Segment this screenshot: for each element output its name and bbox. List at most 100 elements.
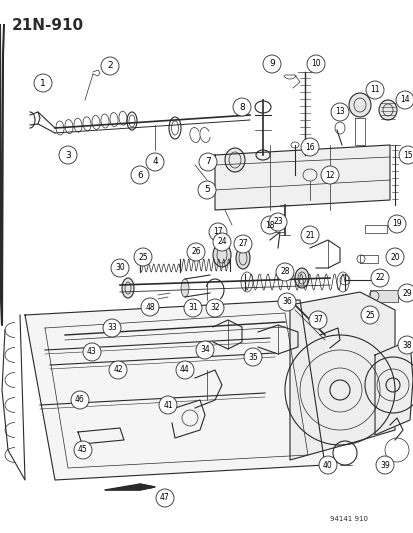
Circle shape <box>268 213 286 231</box>
Text: 22: 22 <box>374 273 384 282</box>
Text: 25: 25 <box>364 311 374 319</box>
Text: 13: 13 <box>335 108 344 117</box>
Polygon shape <box>374 340 412 435</box>
Text: 45: 45 <box>78 446 88 455</box>
Circle shape <box>365 81 383 99</box>
Text: 2: 2 <box>107 61 112 70</box>
Text: 17: 17 <box>213 228 222 237</box>
Text: 11: 11 <box>369 85 379 94</box>
Text: 5: 5 <box>204 185 209 195</box>
Ellipse shape <box>235 247 249 269</box>
Text: 21: 21 <box>304 230 314 239</box>
Text: 36: 36 <box>281 297 291 306</box>
Bar <box>359 255 377 263</box>
Circle shape <box>212 233 230 251</box>
Text: 29: 29 <box>401 288 411 297</box>
Ellipse shape <box>224 148 244 172</box>
Text: 6: 6 <box>137 171 142 180</box>
Polygon shape <box>214 145 389 210</box>
Circle shape <box>83 343 101 361</box>
Text: 34: 34 <box>199 345 209 354</box>
Circle shape <box>131 166 149 184</box>
Circle shape <box>111 259 129 277</box>
Circle shape <box>209 223 226 241</box>
Circle shape <box>103 319 121 337</box>
Circle shape <box>206 299 223 317</box>
Text: 33: 33 <box>107 324 116 333</box>
Circle shape <box>300 226 318 244</box>
Bar <box>364 225 386 233</box>
Circle shape <box>199 153 216 171</box>
Circle shape <box>74 441 92 459</box>
Text: 27: 27 <box>237 239 247 248</box>
Text: 39: 39 <box>379 461 389 470</box>
Text: 30: 30 <box>115 263 125 272</box>
Circle shape <box>375 456 393 474</box>
Text: 37: 37 <box>312 316 322 325</box>
Ellipse shape <box>122 278 134 298</box>
Circle shape <box>360 306 378 324</box>
Text: 28: 28 <box>280 268 289 277</box>
Circle shape <box>306 55 324 73</box>
Text: 38: 38 <box>401 341 411 350</box>
Circle shape <box>330 103 348 121</box>
Circle shape <box>109 361 127 379</box>
Text: 40: 40 <box>322 461 332 470</box>
Circle shape <box>277 293 295 311</box>
Circle shape <box>233 235 252 253</box>
Text: 32: 32 <box>210 303 219 312</box>
Text: 15: 15 <box>402 150 412 159</box>
Circle shape <box>176 361 194 379</box>
Polygon shape <box>105 484 154 490</box>
Ellipse shape <box>348 93 370 117</box>
Text: 19: 19 <box>391 220 401 229</box>
Text: 8: 8 <box>239 102 244 111</box>
Ellipse shape <box>294 268 308 288</box>
Polygon shape <box>25 300 324 480</box>
Text: 4: 4 <box>152 157 157 166</box>
Circle shape <box>385 248 403 266</box>
Circle shape <box>260 216 278 234</box>
Text: 14: 14 <box>399 95 409 104</box>
Circle shape <box>308 311 326 329</box>
Text: 31: 31 <box>188 303 197 312</box>
Text: 26: 26 <box>191 247 200 256</box>
Text: 20: 20 <box>389 253 399 262</box>
Circle shape <box>156 489 173 507</box>
Circle shape <box>59 146 77 164</box>
Circle shape <box>197 181 216 199</box>
Text: 3: 3 <box>65 150 71 159</box>
Circle shape <box>141 298 159 316</box>
Text: 24: 24 <box>217 238 226 246</box>
Circle shape <box>195 341 214 359</box>
Circle shape <box>275 263 293 281</box>
Circle shape <box>101 57 119 75</box>
Circle shape <box>243 348 261 366</box>
Circle shape <box>183 299 202 317</box>
Circle shape <box>395 91 413 109</box>
Text: 18: 18 <box>265 221 274 230</box>
Text: 47: 47 <box>160 494 169 503</box>
Text: 35: 35 <box>247 352 257 361</box>
Text: 21N-910: 21N-910 <box>12 18 84 33</box>
Circle shape <box>370 269 388 287</box>
Text: 7: 7 <box>204 157 210 166</box>
Ellipse shape <box>180 279 189 297</box>
Text: 43: 43 <box>87 348 97 357</box>
Bar <box>369 290 397 302</box>
Circle shape <box>262 55 280 73</box>
Text: 9: 9 <box>268 60 274 69</box>
Text: 48: 48 <box>145 303 154 311</box>
Circle shape <box>233 98 250 116</box>
Circle shape <box>318 456 336 474</box>
Circle shape <box>387 215 405 233</box>
Text: 16: 16 <box>304 142 314 151</box>
Text: 42: 42 <box>113 366 123 375</box>
Circle shape <box>34 74 52 92</box>
Text: 23: 23 <box>273 217 282 227</box>
Text: 46: 46 <box>75 395 85 405</box>
Text: 25: 25 <box>138 253 147 262</box>
Text: 94141 910: 94141 910 <box>329 516 367 522</box>
Circle shape <box>71 391 89 409</box>
Ellipse shape <box>212 243 230 267</box>
